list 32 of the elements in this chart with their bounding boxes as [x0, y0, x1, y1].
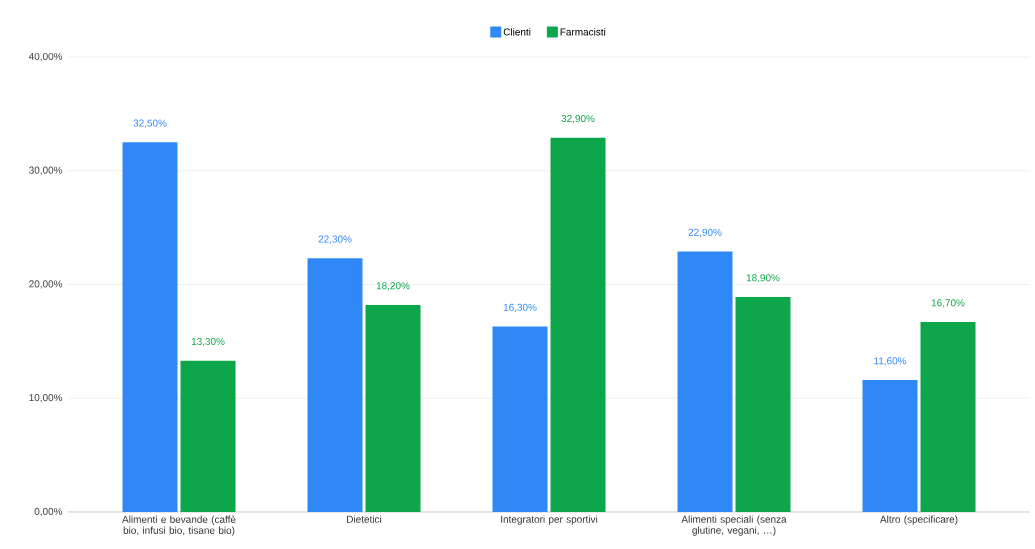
x-tick-label: Dietetici — [347, 515, 382, 523]
y-tick-label: 30,00% — [29, 166, 63, 175]
x-tick-label: Altro (specificare) — [880, 515, 958, 525]
bar — [862, 380, 918, 512]
y-tick-label: 10,00% — [29, 394, 63, 403]
bar — [550, 137, 606, 512]
bar — [492, 326, 548, 512]
x-tick-label: Alimenti speciali (senza glutine, vegani, …) — [681, 515, 787, 536]
data-label: 16,30% — [503, 303, 537, 313]
y-tick-label: 40,00% — [28, 52, 63, 62]
data-label: 13,30% — [191, 337, 225, 347]
bar — [180, 360, 236, 512]
data-label: 18,20% — [376, 282, 410, 291]
y-tick-label: 0,00% — [34, 507, 63, 517]
data-label: 16,70% — [931, 299, 965, 308]
bar — [365, 304, 421, 512]
bar — [307, 258, 363, 512]
data-label: 32,50% — [133, 119, 167, 128]
data-label: 11,60% — [874, 357, 907, 366]
data-label: 32,90% — [561, 115, 595, 124]
legend-label: Farmacisti — [560, 28, 606, 36]
bar — [677, 251, 733, 512]
y-tick-label: 20,00% — [29, 280, 63, 289]
data-label: 22,90% — [688, 228, 722, 237]
bar — [920, 322, 976, 512]
data-label: 18,90% — [746, 274, 780, 283]
x-tick-label: Alimenti e bevande (caffè bio, infusi bio, tisane bio) — [122, 515, 236, 536]
bar — [122, 142, 178, 512]
legend-label: Clienti — [503, 28, 531, 36]
data-label: 22,30% — [318, 235, 352, 244]
bar — [735, 297, 791, 512]
x-tick-label: Integratori per sportivi — [501, 515, 598, 525]
